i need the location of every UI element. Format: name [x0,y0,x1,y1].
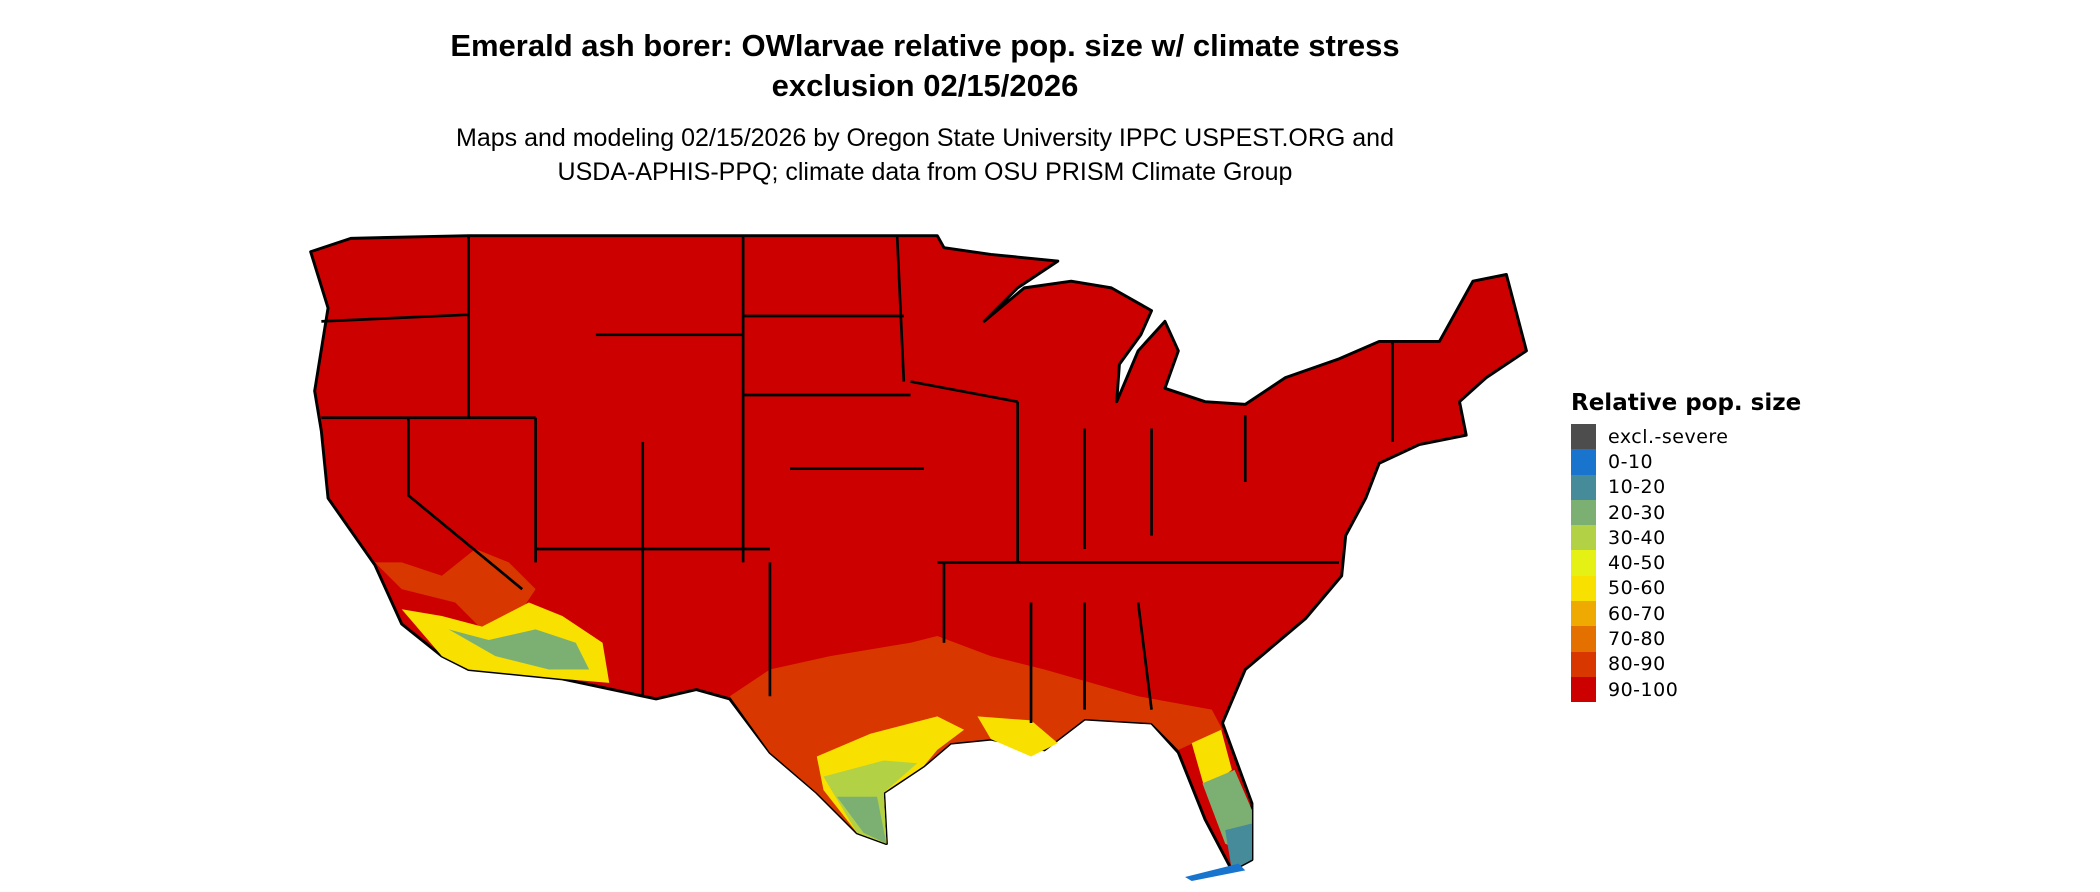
state-boundaries [321,235,1394,724]
legend-swatch [1571,550,1596,576]
legend-item: 0-10 [1571,449,1801,475]
legend-label: 90-100 [1608,678,1679,701]
legend-swatch [1571,499,1596,526]
legend-item: 10-20 [1571,474,1801,500]
zone-10-20-florida [1225,823,1252,871]
legend-swatch [1571,449,1596,475]
legend-swatch [1571,525,1596,551]
legend-swatch [1571,626,1596,652]
map-title-line2: exclusion 02/15/2026 [771,68,1079,103]
legend-item: 70-80 [1571,626,1801,652]
map-subtitle-line1: Maps and modeling 02/15/2026 by Oregon S… [456,124,1394,152]
legend-label: 70-80 [1608,628,1666,651]
legend-item: 50-60 [1571,575,1801,602]
legend-label: 60-70 [1608,602,1666,625]
legend-title: Relative pop. size [1571,390,1802,416]
legend-item: 60-70 [1571,601,1801,627]
legend-label: 10-20 [1608,476,1666,499]
map-subtitle-line2: USDA-APHIS-PPQ; climate data from OSU PR… [557,158,1293,186]
legend-swatch [1571,676,1596,703]
legend-swatch [1571,474,1596,500]
legend-swatch [1571,424,1596,450]
legend-label: 30-40 [1608,526,1666,549]
zone-80-90-southwest [374,548,536,630]
legend-item: 40-50 [1571,550,1801,576]
legend-swatch [1571,575,1596,602]
legend-label: 80-90 [1608,653,1666,676]
legend-label: 20-30 [1608,501,1666,524]
legend-item: excl.-severe [1571,424,1801,450]
zone-20-30-arizona [448,629,590,670]
zone-0-10-keys [1185,863,1246,882]
map-title-line1: Emerald ash borer: OWlarvae relative pop… [450,28,1400,63]
us-outline [309,234,1528,872]
zone-50-60-florida [1191,729,1232,791]
legend-swatch [1571,601,1596,627]
legend-label: 50-60 [1608,577,1666,600]
legend-label: 0-10 [1608,450,1654,473]
legend-item: 90-100 [1571,676,1801,703]
legend-label: 40-50 [1608,552,1666,575]
legend-label: excl.-severe [1608,425,1729,448]
legend-item: 80-90 [1571,651,1801,677]
legend-item: 30-40 [1571,525,1801,551]
legend-swatch [1571,651,1596,677]
zone-50-60-louisiana [977,716,1058,757]
legend: Relative pop. size excl.-severe 0-10 10-20… [1571,390,1802,703]
zone-20-30-texas [836,796,887,844]
legend-item: 20-30 [1571,499,1801,526]
